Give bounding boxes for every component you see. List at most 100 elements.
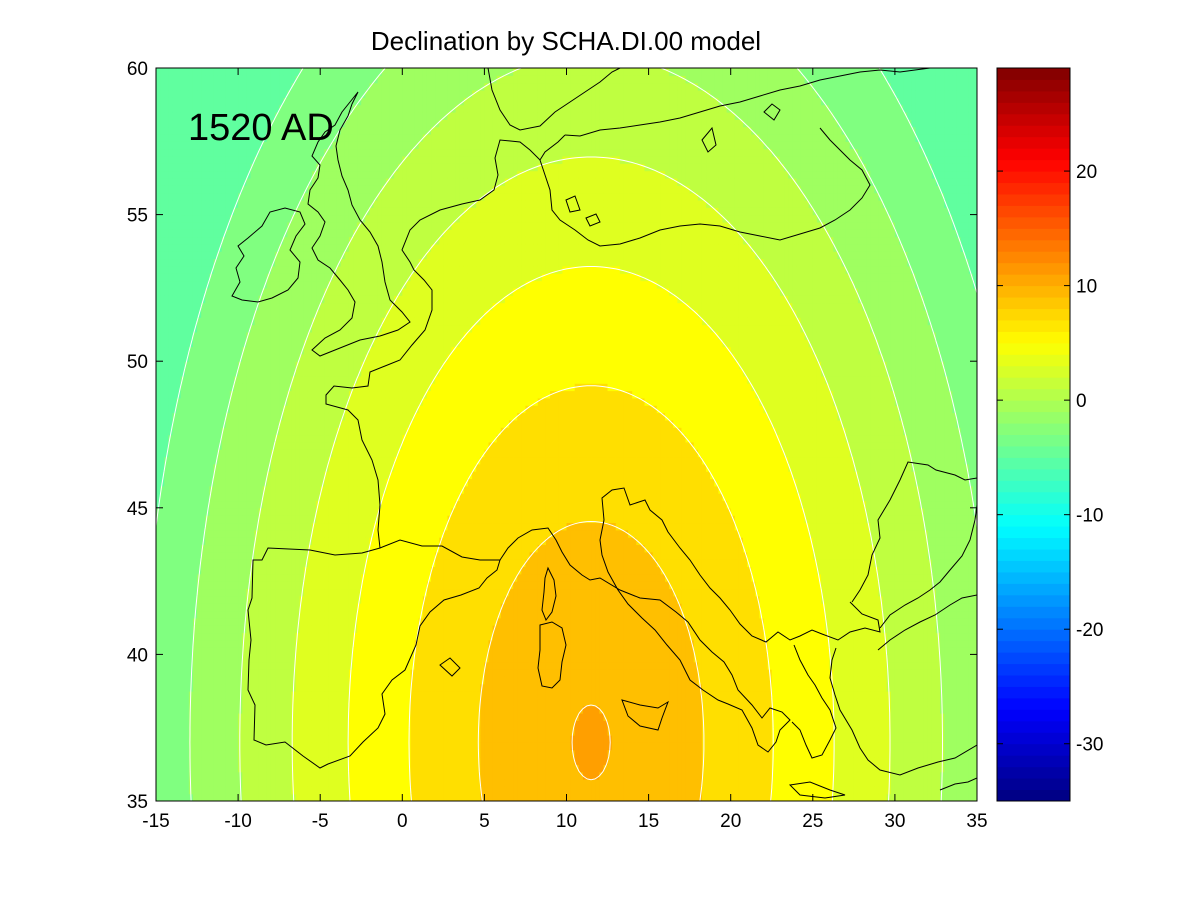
contour-cell — [168, 588, 174, 597]
contour-cell — [299, 485, 305, 494]
contour-cell — [307, 68, 313, 76]
contour-cell — [336, 705, 342, 714]
contour-cell — [209, 111, 215, 120]
contour-cell — [283, 566, 288, 575]
contour-cell — [340, 683, 346, 692]
contour-cell — [246, 566, 252, 575]
contour-cell — [250, 647, 256, 655]
contour-cell — [266, 779, 272, 787]
contour-cell — [168, 207, 174, 216]
contour-cell — [287, 133, 293, 142]
contour-cell — [291, 779, 297, 787]
contour-cell — [348, 786, 354, 795]
contour-cell — [209, 405, 215, 414]
contour-cell — [291, 243, 297, 252]
contour-cell — [336, 427, 342, 436]
contour-cell — [160, 243, 165, 252]
contour-cell — [234, 493, 239, 502]
contour-cell — [344, 97, 350, 106]
contour-cell — [229, 89, 235, 98]
contour-cell — [250, 287, 256, 296]
contour-cell — [266, 669, 272, 677]
contour-cell — [234, 786, 239, 795]
contour-cell — [217, 793, 223, 801]
contour-cell — [316, 119, 321, 128]
contour-cell — [238, 661, 243, 670]
contour-cell — [275, 742, 280, 751]
contour-cell — [197, 324, 202, 333]
contour-cell — [156, 427, 161, 436]
contour-cell — [168, 295, 174, 304]
contour-cell — [168, 595, 174, 604]
contour-cell — [197, 478, 202, 487]
contour-cell — [307, 368, 313, 377]
contour-cell — [291, 742, 297, 751]
contour-cell — [192, 412, 198, 421]
contour-cell — [221, 405, 227, 414]
contour-cell — [336, 581, 342, 590]
contour-cell — [299, 133, 305, 142]
contour-cell — [156, 258, 161, 267]
contour-cell — [336, 375, 342, 384]
contour-cell — [184, 331, 190, 340]
contour-cell — [205, 412, 210, 421]
contour-cell — [303, 588, 309, 597]
contour-cell — [279, 735, 284, 743]
contour-cell — [217, 119, 223, 128]
contour-cell — [266, 793, 272, 801]
contour-cell — [184, 441, 190, 450]
contour-cell — [295, 97, 301, 106]
contour-cell — [279, 793, 284, 801]
contour-cell — [262, 713, 268, 721]
contour-cell — [188, 573, 194, 582]
contour-cell — [353, 551, 358, 560]
contour-cell — [275, 559, 280, 568]
contour-cell — [266, 89, 272, 98]
contour-cell — [234, 595, 239, 604]
contour-cell — [168, 199, 174, 208]
contour-cell — [303, 676, 309, 685]
contour-cell — [238, 544, 243, 553]
contour-cell — [246, 757, 252, 765]
contour-cell — [242, 786, 247, 795]
contour-cell — [225, 302, 231, 311]
contour-cell — [299, 478, 305, 487]
contour-cell — [168, 463, 174, 472]
contour-cell — [299, 610, 305, 619]
contour-cell — [307, 82, 313, 91]
contour-cell — [291, 317, 297, 326]
contour-cell — [246, 544, 252, 553]
contour-cell — [180, 742, 186, 751]
contour-cell — [303, 104, 309, 113]
contour-cell — [279, 397, 284, 406]
contour-cell — [156, 779, 161, 787]
contour-cell — [291, 412, 297, 421]
contour-cell — [176, 617, 182, 626]
contour-cell — [221, 273, 227, 282]
contour-cell — [164, 639, 169, 648]
contour-cell — [311, 177, 317, 186]
contour-cell — [348, 383, 354, 392]
contour-cell — [353, 82, 358, 91]
contour-cell — [238, 251, 243, 260]
contour-cell — [250, 82, 256, 91]
contour-cell — [221, 346, 227, 355]
contour-cell — [205, 104, 210, 113]
contour-cell — [250, 449, 256, 458]
contour-cell — [262, 779, 268, 787]
contour-cell — [205, 361, 210, 370]
contour-cell — [348, 229, 354, 238]
contour-cell — [344, 537, 350, 546]
contour-cell — [258, 295, 264, 304]
contour-cell — [156, 559, 161, 568]
contour-cell — [353, 185, 358, 194]
contour-cell — [262, 214, 268, 223]
contour-cell — [332, 170, 338, 179]
contour-cell — [357, 485, 362, 494]
contour-cell — [316, 192, 321, 201]
contour-cell — [270, 361, 276, 370]
contour-cell — [242, 258, 247, 267]
contour-cell — [328, 82, 334, 91]
contour-cell — [295, 705, 301, 714]
contour-cell — [238, 287, 243, 296]
